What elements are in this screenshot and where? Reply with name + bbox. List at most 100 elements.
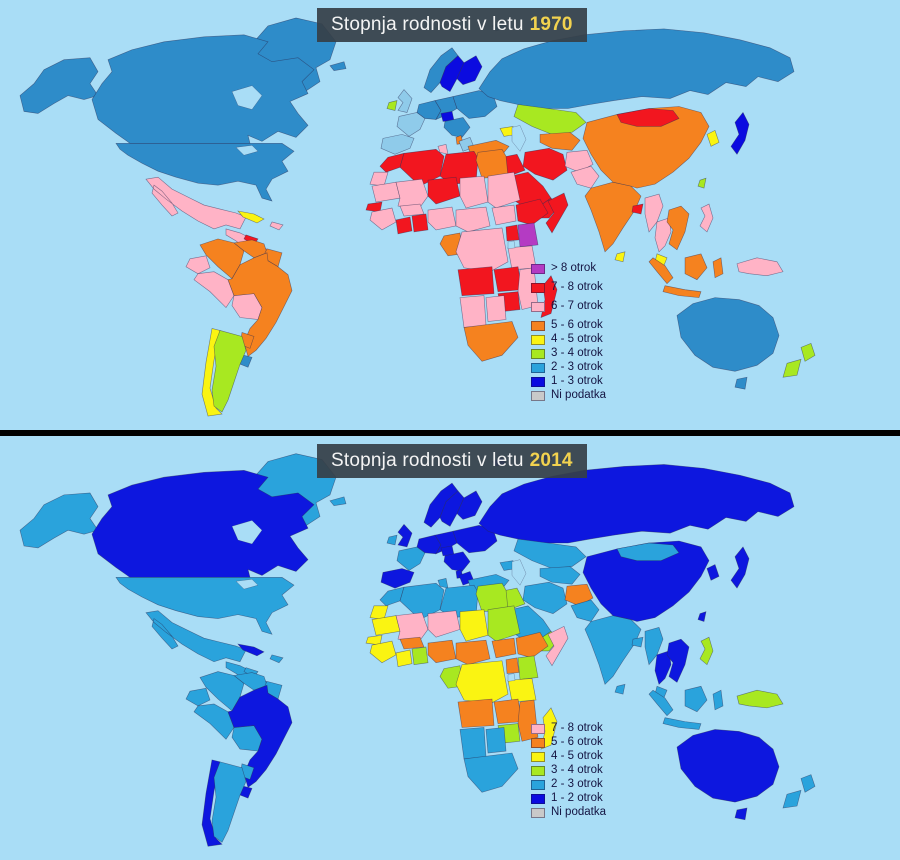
region-canada-2014 xyxy=(91,470,315,578)
legend-swatch-c78-2014 xyxy=(531,723,545,734)
region-bangladesh-1970 xyxy=(631,203,644,215)
region-nigeria-1970 xyxy=(427,206,457,231)
legend-label-c34-2014: 3 - 4 otrok xyxy=(551,764,603,776)
region-sudan-2014 xyxy=(487,605,521,642)
region-indochina-2014 xyxy=(666,638,690,683)
region-eastern-europe-2014 xyxy=(452,525,498,554)
legend-swatch-c12-2014 xyxy=(531,793,545,804)
region-botswana-2014 xyxy=(485,727,507,754)
region-guinea-2014 xyxy=(369,640,397,664)
map-panel-1970: Stopnja rodnosti v letu 1970 > 8 otrok 7 … xyxy=(19,8,816,417)
region-indonesia-2014 xyxy=(648,689,702,730)
legend-label-c56-2014: 5 - 6 otrok xyxy=(551,736,603,748)
region-cameroon-car-1970 xyxy=(455,206,491,233)
region-guinea-1970 xyxy=(369,207,397,231)
region-ireland-2014 xyxy=(386,534,398,546)
region-burkina-faso-2014 xyxy=(399,636,425,650)
legend-item-c78-1970: 7 - 8 otrok xyxy=(531,281,606,293)
region-iran-1970 xyxy=(522,148,568,181)
region-australia-1970 xyxy=(676,297,780,372)
lake-victoria-1970 xyxy=(507,240,516,250)
legend-label-c23-2014: 2 - 3 otrok xyxy=(551,778,603,790)
region-iran-2014 xyxy=(522,581,568,614)
region-japan-2014 xyxy=(730,546,750,589)
region-ghana-1970 xyxy=(411,213,429,233)
region-nigeria-2014 xyxy=(427,639,457,664)
region-niger-2014 xyxy=(427,610,461,638)
lake-victoria-2014 xyxy=(507,673,516,682)
region-sweden-1970 xyxy=(439,55,465,92)
region-balkans-1970 xyxy=(443,117,471,138)
region-iceland-1970 xyxy=(329,61,347,71)
region-tasmania-2014 xyxy=(734,807,748,821)
legend-item-c12-2014: 1 - 2 otrok xyxy=(531,792,606,804)
great-lakes-2014 xyxy=(235,579,259,590)
region-dr-congo-2014 xyxy=(455,660,509,705)
legend-label-c13-1970: 1 - 3 otrok xyxy=(551,375,603,387)
region-ghana-2014 xyxy=(411,646,429,666)
region-madagascar-1970 xyxy=(540,275,558,319)
region-south-sudan-2014 xyxy=(491,637,517,659)
legend-swatch-c34-1970 xyxy=(531,348,545,359)
legend-label-c78-1970: 7 - 8 otrok xyxy=(551,281,603,293)
region-angola-2014 xyxy=(457,698,495,728)
legend-label-gt8-1970: > 8 otrok xyxy=(551,262,597,274)
legend-label-c34-1970: 3 - 4 otrok xyxy=(551,347,603,359)
region-alaska-1970 xyxy=(19,57,99,114)
region-burkina-faso-1970 xyxy=(399,203,425,217)
region-philippines-2014 xyxy=(699,636,714,666)
region-peru-2014 xyxy=(193,703,235,740)
region-sudan-1970 xyxy=(487,171,521,209)
region-chad-2014 xyxy=(459,609,489,642)
map-divider xyxy=(0,430,900,436)
region-ethiopia-2014 xyxy=(515,631,549,659)
legend-item-c23-1970: 2 - 3 otrok xyxy=(531,361,606,373)
region-borneo-1970 xyxy=(684,253,708,281)
legend-swatch-gt8-1970 xyxy=(531,263,545,274)
legend-label-c12-2014: 1 - 2 otrok xyxy=(551,792,603,804)
legend-label-c45-2014: 4 - 5 otrok xyxy=(551,750,603,762)
legend-label-nd-2014: Ni podatka xyxy=(551,806,606,818)
region-dr-congo-1970 xyxy=(455,227,509,273)
legend-item-c78-2014: 7 - 8 otrok xyxy=(531,722,606,734)
region-tanzania-2014 xyxy=(507,678,537,703)
legend-label-c56-1970: 5 - 6 otrok xyxy=(551,319,603,331)
map-title-year-1970: 1970 xyxy=(529,14,573,35)
legend-item-c56-2014: 5 - 6 otrok xyxy=(531,736,606,748)
region-brazil-1970 xyxy=(227,252,293,357)
region-canada-1970 xyxy=(91,34,315,144)
region-uk-2014 xyxy=(397,523,413,548)
world-map-1970 xyxy=(19,17,816,417)
region-zambia-1970 xyxy=(493,266,523,292)
region-mauritania-2014 xyxy=(371,615,401,636)
region-cuba-2014 xyxy=(237,643,265,657)
region-philippines-1970 xyxy=(699,203,714,233)
region-south-africa-1970 xyxy=(463,321,519,362)
legend-item-c23-2014: 2 - 3 otrok xyxy=(531,778,606,790)
region-taiwan-2014 xyxy=(697,611,707,622)
region-uganda-2014 xyxy=(505,657,520,674)
legend-swatch-nd-1970 xyxy=(531,390,545,401)
region-namibia-2014 xyxy=(459,727,487,760)
region-argentina-2014 xyxy=(211,761,247,843)
legend-1970: > 8 otrok 7 - 8 otrok 6 - 7 otrok 5 - 6 otr… xyxy=(531,262,606,404)
region-ecuador-1970 xyxy=(185,255,211,275)
map-title-text-2014: Stopnja rodnosti v letu xyxy=(331,450,524,471)
region-chad-1970 xyxy=(459,175,489,209)
region-china-1970 xyxy=(582,106,710,189)
region-sweden-2014 xyxy=(439,490,465,527)
region-indonesia-1970 xyxy=(648,257,702,298)
region-kazakhstan-1970 xyxy=(513,104,587,135)
region-mauritania-1970 xyxy=(371,181,401,203)
region-tasmania-1970 xyxy=(734,376,748,390)
region-china-2014 xyxy=(582,540,710,622)
region-eastern-europe-1970 xyxy=(452,90,498,119)
legend-item-c67-1970: 6 - 7 otrok xyxy=(531,300,606,312)
legend-swatch-c23-2014 xyxy=(531,779,545,790)
legend-label-c67-1970: 6 - 7 otrok xyxy=(551,300,603,312)
region-brazil-2014 xyxy=(227,684,293,788)
legend-label-c45-1970: 4 - 5 otrok xyxy=(551,333,603,345)
region-borneo-2014 xyxy=(684,685,708,713)
legend-swatch-c34-2014 xyxy=(531,765,545,776)
